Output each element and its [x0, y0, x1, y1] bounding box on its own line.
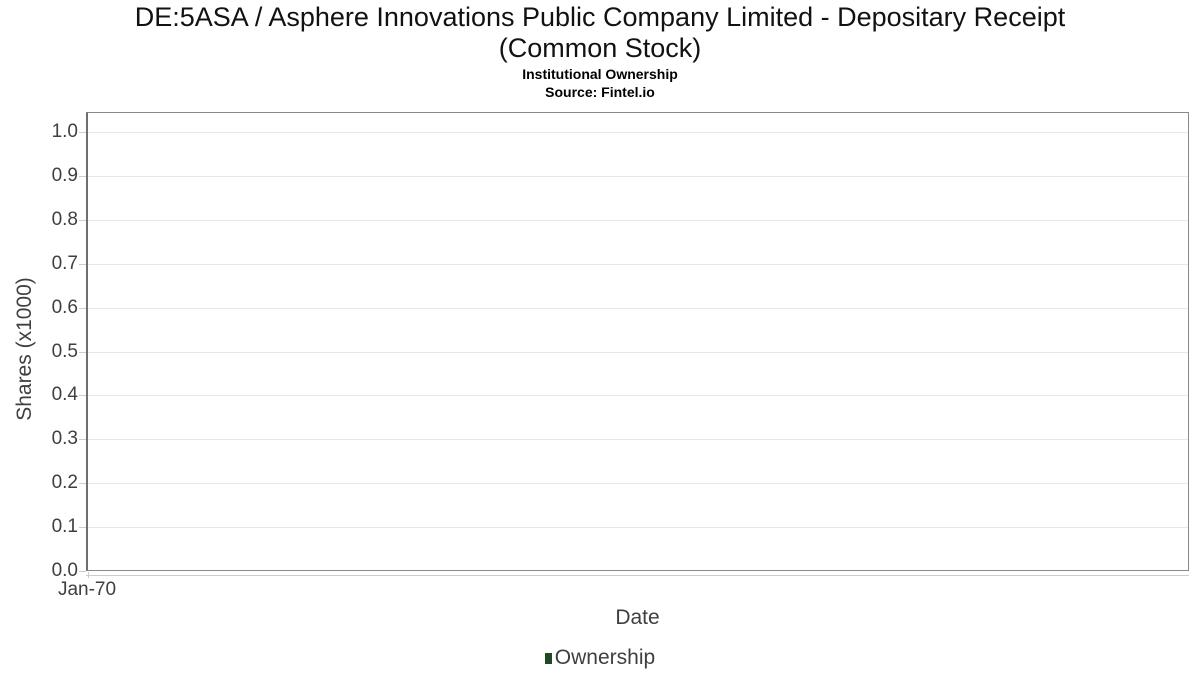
- y-axis-tick-label-0.0: 0.0: [51, 560, 78, 581]
- y-axis-tick-mark-0.6: [79, 308, 86, 309]
- x-axis-title: Date: [615, 606, 660, 629]
- y-gridline-0.8: [88, 220, 1188, 221]
- y-axis-tick-label-0.6: 0.6: [51, 297, 78, 318]
- y-gridline-0.7: [88, 264, 1188, 265]
- y-gridline-0.9: [88, 176, 1188, 177]
- y-axis-tick-label-0.4: 0.4: [51, 384, 78, 405]
- chart-source-credit: Source: Fintel.io: [545, 84, 655, 100]
- y-axis-tick-mark-0.4: [79, 395, 86, 396]
- x-axis-line: [86, 575, 1189, 576]
- y-axis-tick-label-0.5: 0.5: [51, 341, 78, 362]
- y-gridline-0.3: [88, 439, 1188, 440]
- legend: Ownership: [0, 646, 1200, 670]
- y-gridline-1.0: [88, 132, 1188, 133]
- chart-title-line-1: DE:5ASA / Asphere Innovations Public Com…: [134, 2, 1066, 32]
- y-axis-tick-label-0.9: 0.9: [51, 165, 78, 186]
- y-axis-tick-mark-0.7: [79, 264, 86, 265]
- y-axis-tick-label-1.0: 1.0: [51, 121, 78, 142]
- legend-marker-swatch: [544, 652, 552, 664]
- chart-title-line-2: (Common Stock): [498, 33, 702, 63]
- y-gridline-0.2: [88, 483, 1188, 484]
- y-axis-tick-label-0.1: 0.1: [51, 516, 78, 537]
- x-axis-tick-label: Jan-70: [57, 579, 117, 600]
- y-axis-tick-mark-0.9: [79, 176, 86, 177]
- x-axis-tick-mark: [88, 572, 89, 578]
- y-axis-tick-label-0.2: 0.2: [51, 472, 78, 493]
- legend-item-label: Ownership: [554, 646, 656, 669]
- y-axis-tick-mark-0.8: [79, 220, 86, 221]
- chart-title: DE:5ASA / Asphere Innovations Public Com…: [0, 2, 1200, 64]
- y-axis-tick-label-0.8: 0.8: [51, 209, 78, 230]
- y-axis-tick-mark-0.1: [79, 527, 86, 528]
- y-gridline-0.1: [88, 527, 1188, 528]
- y-gridline-0.6: [88, 308, 1188, 309]
- y-axis-tick-label-0.7: 0.7: [51, 253, 78, 274]
- y-axis-tick-mark-0.3: [79, 439, 86, 440]
- y-axis-tick-mark-0.0: [79, 571, 86, 572]
- y-axis-tick-mark-0.2: [79, 483, 86, 484]
- y-gridline-0.4: [88, 395, 1188, 396]
- legend-item-ownership[interactable]: Ownership: [544, 646, 656, 670]
- plot-area: [86, 112, 1189, 571]
- chart-subtitle: Institutional Ownership: [522, 66, 678, 82]
- y-axis-tick-mark-1.0: [79, 132, 86, 133]
- y-axis-tick-label-0.3: 0.3: [51, 428, 78, 449]
- y-axis-tick-mark-0.5: [79, 352, 86, 353]
- y-gridline-0.5: [88, 352, 1188, 353]
